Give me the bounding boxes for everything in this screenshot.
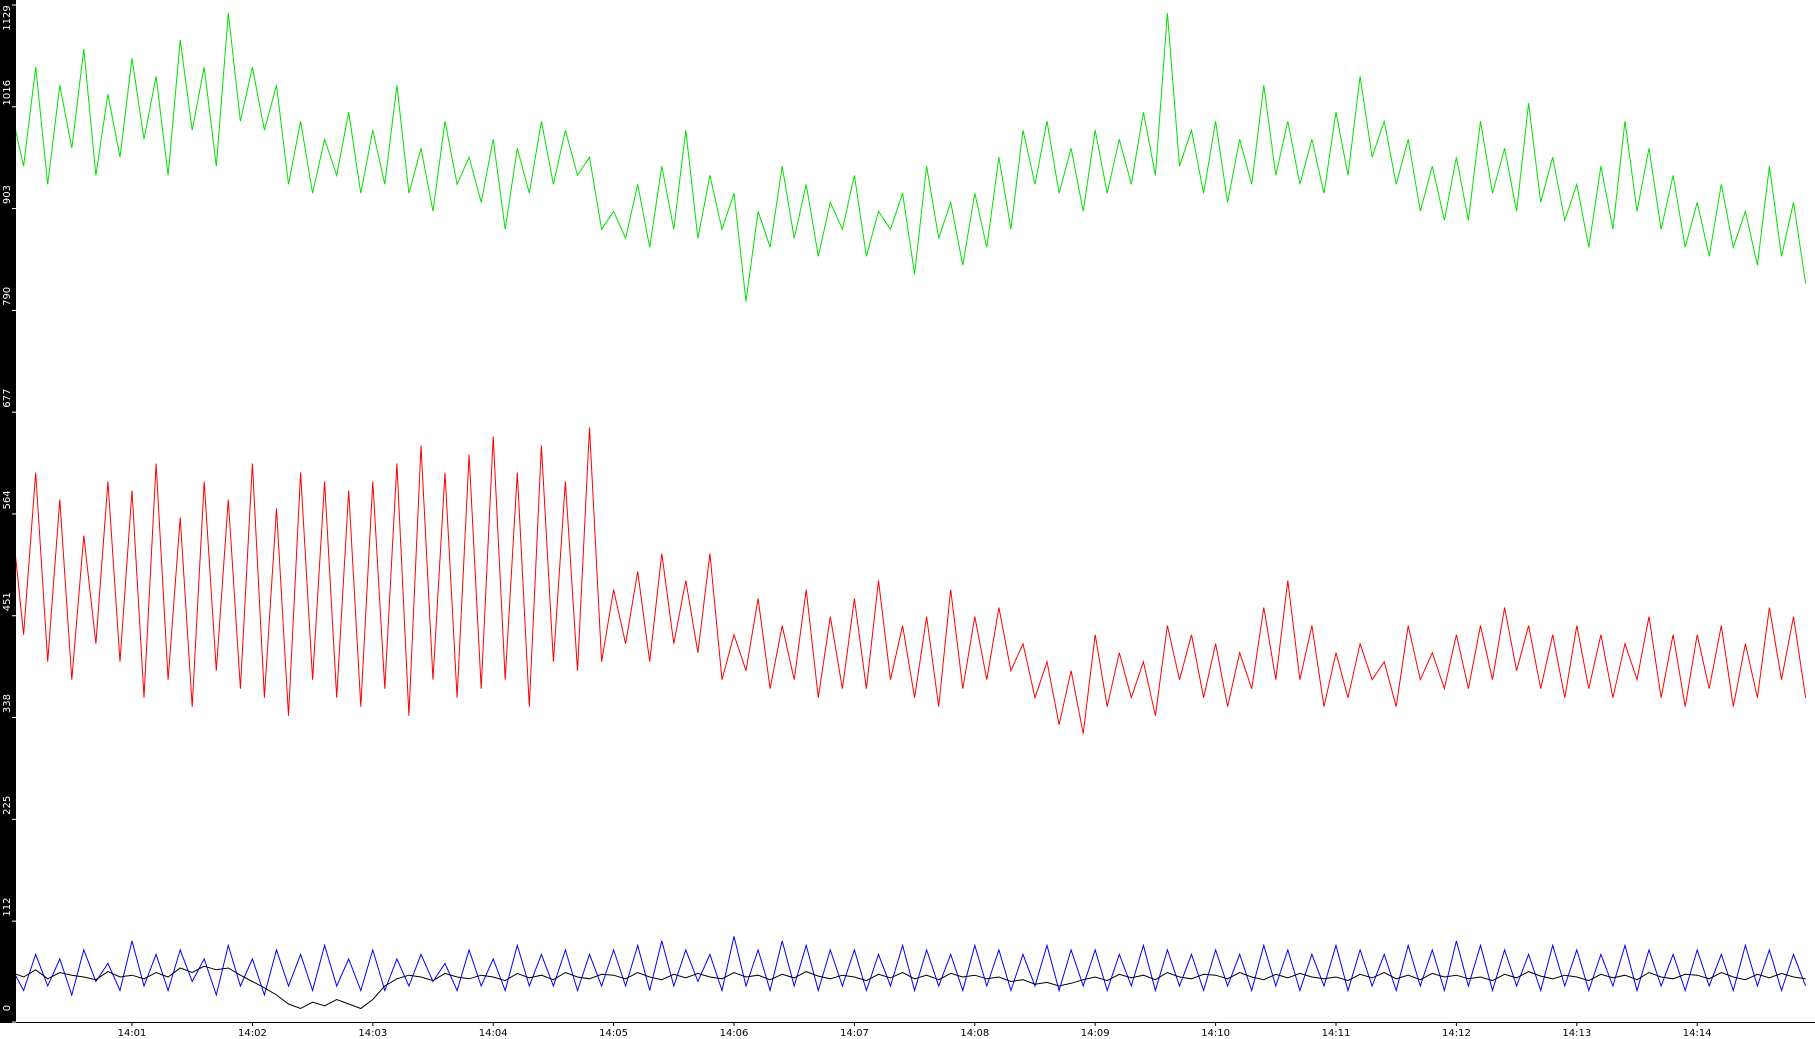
x-tick-label: 14:02 xyxy=(238,1028,267,1039)
y-tick-label: 451 xyxy=(2,592,13,611)
series-line xyxy=(16,936,1807,997)
y-tick-label: 1129 xyxy=(2,5,13,30)
x-tick-label: 14:06 xyxy=(720,1028,749,1039)
x-tick-label: 14:09 xyxy=(1081,1028,1110,1039)
y-tick-label: 338 xyxy=(2,694,13,713)
y-tick-label: 225 xyxy=(2,796,13,815)
x-tick-label: 14:08 xyxy=(960,1028,989,1039)
x-tick-label: 14:11 xyxy=(1322,1028,1351,1039)
y-tick-label: 0 xyxy=(2,1005,13,1011)
y-tick-label: 1016 xyxy=(2,80,13,105)
series-line xyxy=(16,965,1806,1010)
x-tick-label: 14:03 xyxy=(358,1028,387,1039)
x-tick-label: 14:05 xyxy=(599,1028,628,1039)
series-line xyxy=(16,13,1807,302)
y-tick-label: 112 xyxy=(2,898,13,917)
series-line xyxy=(16,427,1807,734)
y-axis-bar xyxy=(0,0,16,1023)
x-tick-label: 14:14 xyxy=(1683,1028,1712,1039)
y-tick-label: 677 xyxy=(2,389,13,408)
x-tick-label: 14:10 xyxy=(1201,1028,1230,1039)
y-tick-label: 903 xyxy=(2,185,13,204)
plot-area xyxy=(16,13,1807,1010)
x-tick-label: 14:04 xyxy=(479,1028,508,1039)
y-tick-label: 564 xyxy=(2,490,13,509)
y-tick-label: 790 xyxy=(2,287,13,306)
x-tick-label: 14:12 xyxy=(1442,1028,1471,1039)
x-tick-label: 14:13 xyxy=(1562,1028,1591,1039)
x-tick-label: 14:07 xyxy=(840,1028,869,1039)
x-tick-label: 14:01 xyxy=(118,1028,147,1039)
